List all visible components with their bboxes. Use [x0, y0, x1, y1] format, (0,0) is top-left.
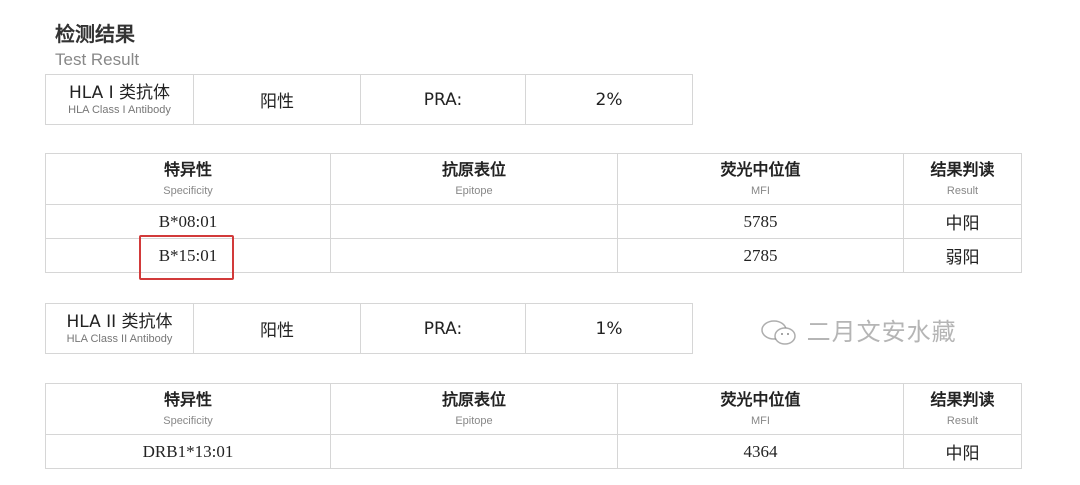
- class2-label-cell: HLA II 类抗体 HLA Class II Antibody: [45, 303, 194, 354]
- cell-epitope: [330, 204, 618, 239]
- class1-pra-value: 2%: [525, 74, 693, 125]
- cell-specificity: B*08:01: [45, 204, 331, 239]
- cell-result: 弱阳: [903, 238, 1022, 273]
- class2-pra-label: PRA:: [360, 303, 526, 354]
- class2-label: HLA II 类抗体: [66, 311, 173, 332]
- header-result: 结果判读 Result: [903, 383, 1022, 435]
- header-en: Specificity: [163, 185, 213, 197]
- highlight-box: [139, 235, 234, 280]
- header-zh: 特异性: [163, 160, 212, 179]
- watermark: 二月文安水藏: [760, 312, 957, 348]
- header-en: Specificity: [163, 415, 213, 427]
- page-subtitle: Test Result: [55, 50, 140, 69]
- class1-pra-label: PRA:: [360, 74, 526, 125]
- class1-label-en: HLA Class I Antibody: [68, 103, 171, 116]
- class2-detail-table: 特异性 Specificity 抗原表位 Epitope 荧光中位值 MFI 结果判读…: [45, 383, 1022, 469]
- header-en: Epitope: [455, 185, 493, 197]
- cell-mfi: 5785: [617, 204, 904, 239]
- wechat-icon: [761, 320, 796, 345]
- header-specificity: 特异性 Specificity: [45, 383, 331, 435]
- header-en: Result: [946, 415, 979, 427]
- header-mfi: 荧光中位值 MFI: [617, 383, 904, 435]
- table-row: B*15:01 2785 弱阳: [45, 238, 1022, 273]
- header-zh: 抗原表位: [441, 390, 506, 409]
- cell-epitope: [330, 434, 618, 469]
- watermark-text: 二月文安水藏: [806, 318, 957, 346]
- header-specificity: 特异性 Specificity: [45, 153, 331, 205]
- class1-label: HLA I 类抗体: [68, 82, 171, 103]
- table-row: B*08:01 5785 中阳: [45, 204, 1022, 239]
- class1-label-cell: HLA I 类抗体 HLA Class I Antibody: [45, 74, 194, 125]
- page-title: 检测结果: [55, 22, 135, 46]
- table-row: DRB1*13:01 4364 中阳: [45, 434, 1022, 469]
- table-header-row: 特异性 Specificity 抗原表位 Epitope 荧光中位值 MFI 结果判读…: [45, 383, 1022, 435]
- cell-specificity: DRB1*13:01: [45, 434, 331, 469]
- header-zh: 特异性: [163, 390, 212, 409]
- class2-status: 阳性: [193, 303, 361, 354]
- header-en: MFI: [751, 415, 770, 427]
- header-en: MFI: [751, 185, 770, 197]
- header-zh: 结果判读: [930, 160, 995, 179]
- header-zh: 荧光中位值: [720, 160, 801, 179]
- header-en: Result: [946, 185, 979, 197]
- header-zh: 荧光中位值: [720, 390, 801, 409]
- cell-mfi: 2785: [617, 238, 904, 273]
- header-zh: 结果判读: [930, 390, 995, 409]
- header-result: 结果判读 Result: [903, 153, 1022, 205]
- header-en: Epitope: [455, 415, 493, 427]
- table-header-row: 特异性 Specificity 抗原表位 Epitope 荧光中位值 MFI 结果判读…: [45, 153, 1022, 205]
- header-mfi: 荧光中位值 MFI: [617, 153, 904, 205]
- cell-specificity: B*15:01: [45, 238, 331, 273]
- header-epitope: 抗原表位 Epitope: [330, 153, 618, 205]
- class1-status: 阳性: [193, 74, 361, 125]
- cell-result: 中阳: [903, 434, 1022, 469]
- class1-detail-table: 特异性 Specificity 抗原表位 Epitope 荧光中位值 MFI 结果判读…: [45, 153, 1022, 273]
- class2-label-en: HLA Class II Antibody: [66, 332, 173, 345]
- class2-summary-table: HLA II 类抗体 HLA Class II Antibody 阳性 PRA: …: [45, 303, 693, 354]
- cell-epitope: [330, 238, 618, 273]
- class2-pra-value: 1%: [525, 303, 693, 354]
- header-epitope: 抗原表位 Epitope: [330, 383, 618, 435]
- cell-result: 中阳: [903, 204, 1022, 239]
- cell-mfi: 4364: [617, 434, 904, 469]
- class1-summary-table: HLA I 类抗体 HLA Class I Antibody 阳性 PRA: 2%: [45, 74, 693, 125]
- header-zh: 抗原表位: [441, 160, 506, 179]
